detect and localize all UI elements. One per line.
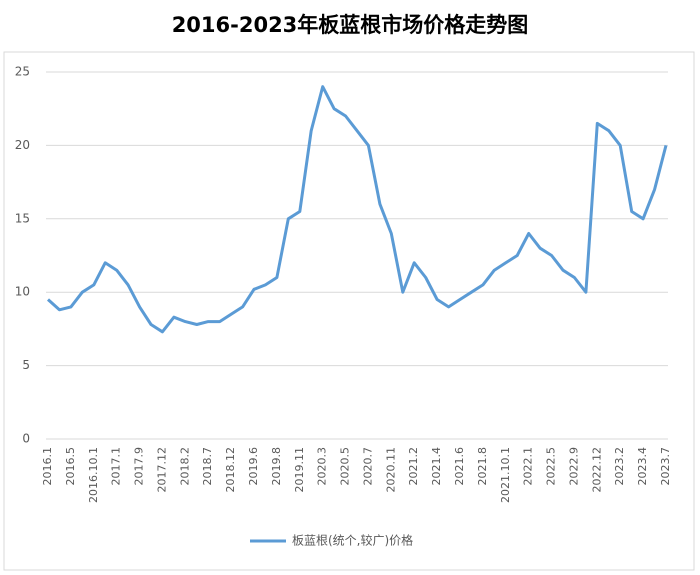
x-tick-label: 2019.11 [293,447,306,493]
chart-frame [3,51,695,571]
y-tick-label: 10 [15,285,30,299]
x-tick-label: 2021.2 [407,447,420,486]
x-tick-label: 2021.8 [476,447,489,486]
x-tick-label: 2020.7 [361,447,374,486]
y-tick-label: 15 [15,211,30,225]
x-tick-label: 2017.9 [133,447,146,486]
x-tick-label: 2023.7 [659,447,672,486]
chart-title: 2016-2023年板蓝根市场价格走势图 [172,13,529,37]
x-tick-label: 2023.4 [636,447,649,486]
x-tick-label: 2021.4 [430,447,443,486]
y-tick-label: 0 [22,432,30,446]
x-tick-label: 2017.1 [110,447,123,486]
line-series [46,85,668,334]
x-tick-label: 2017.12 [155,447,168,493]
x-tick-label: 2018.7 [201,447,214,486]
x-tick-label: 2020.3 [316,447,329,486]
x-tick-label: 2022.9 [567,447,580,486]
x-tick-label: 2019.8 [270,447,283,486]
x-tick-label: 2022.1 [522,447,535,486]
x-tick-label: 2022.5 [545,447,558,486]
x-tick-label: 2020.5 [339,447,352,486]
x-tick-label: 2020.11 [384,447,397,493]
x-tick-label: 2021.6 [453,447,466,486]
x-tick-label: 2016.1 [41,447,54,486]
x-tick-label: 2022.12 [590,447,603,493]
x-tick-label: 2018.12 [224,447,237,493]
y-tick-label: 20 [15,138,30,152]
x-tick-label: 2019.6 [247,447,260,486]
y-tick-label: 5 [22,358,30,372]
y-tick-label: 25 [15,65,30,79]
x-tick-label: 2016.10.1 [87,447,100,503]
x-tick-label: 2021.10.1 [499,447,512,503]
x-tick-label: 2018.2 [178,447,191,486]
x-tick-label: 2016.5 [64,447,77,486]
x-tick-label: 2023.2 [613,447,626,486]
legend-label: 板蓝根(统个,较广)价格 [292,533,413,548]
